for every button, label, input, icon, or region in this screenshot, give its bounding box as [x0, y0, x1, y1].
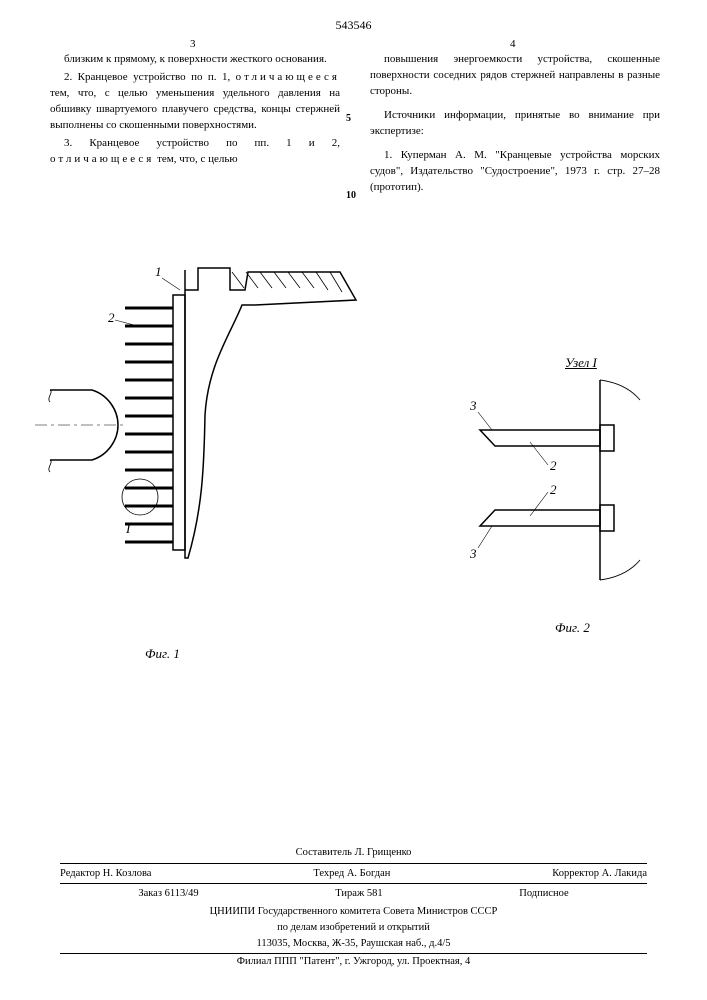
- text-spaced: отличающееся: [50, 153, 154, 165]
- claim-text: 3. Кранцевое устройство по пп. 1 и 2, от…: [50, 136, 340, 168]
- text: 2. Кранцевое устройство по п. 1,: [64, 71, 236, 83]
- callout-2: 2: [550, 458, 557, 473]
- techred: Техред А. Богдан: [313, 866, 390, 882]
- patent-number: 543546: [0, 18, 707, 33]
- callout-2: 2: [108, 310, 115, 325]
- subscribe: Подписное: [519, 886, 568, 902]
- figures-area: 1 2 I Фиг. 1: [0, 250, 707, 680]
- claim-text: близким к прямому, к поверхности жестког…: [50, 52, 340, 68]
- detail-label: Узел I: [565, 355, 597, 371]
- tirage: Тираж 581: [335, 886, 382, 902]
- org-line: ЦНИИПИ Государственного комитета Совета …: [60, 904, 647, 920]
- text: тем, что, с целью: [154, 153, 237, 165]
- order-no: Заказ 6113/49: [138, 886, 198, 902]
- column-left: близким к прямому, к поверхности жестког…: [50, 52, 340, 170]
- addr-line: 113035, Москва, Ж-35, Раушская наб., д.4…: [60, 936, 647, 955]
- org-line: по делам изобретений и открытий: [60, 920, 647, 936]
- text: тем, что, с целью уменьшения удельного д…: [50, 87, 340, 131]
- figure-1: 1 2 I: [30, 250, 400, 650]
- fig1-label: Фиг. 1: [145, 646, 180, 662]
- claim-text: 2. Кранцевое устройство по п. 1, отличаю…: [50, 70, 340, 134]
- fig2-label: Фиг. 2: [555, 620, 590, 636]
- branch-line: Филиал ППП "Патент", г. Ужгород, ул. Про…: [60, 954, 647, 970]
- callout-3: 3: [469, 546, 477, 561]
- callout-I: I: [125, 521, 131, 536]
- corrector: Корректор А. Лакида: [552, 866, 647, 882]
- source-item: 1. Куперман А. М. "Кранцевые устройства …: [370, 148, 660, 196]
- callout-2: 2: [550, 482, 557, 497]
- editor: Редактор Н. Козлова: [60, 866, 151, 882]
- col-marker-3: 3: [190, 38, 196, 50]
- figure-2: 3 2 2 3: [430, 370, 660, 600]
- callout-1: 1: [155, 264, 162, 279]
- sources-heading: Источники информации, принятые во вниман…: [370, 108, 660, 140]
- line-marker: 5: [346, 113, 351, 124]
- compiler: Составитель Л. Грищенко: [296, 847, 412, 858]
- line-marker: 10: [346, 190, 356, 201]
- col-marker-4: 4: [510, 38, 516, 50]
- text-spaced: отличающееся: [236, 71, 340, 83]
- callout-3: 3: [469, 398, 477, 413]
- column-right: повышения энергоемкости устройства, скош…: [370, 52, 660, 198]
- claim-text: повышения энергоемкости устройства, скош…: [370, 52, 660, 100]
- text: 3. Кранцевое устройство по пп. 1 и 2,: [64, 137, 340, 149]
- footer-block: Составитель Л. Грищенко Редактор Н. Козл…: [60, 845, 647, 970]
